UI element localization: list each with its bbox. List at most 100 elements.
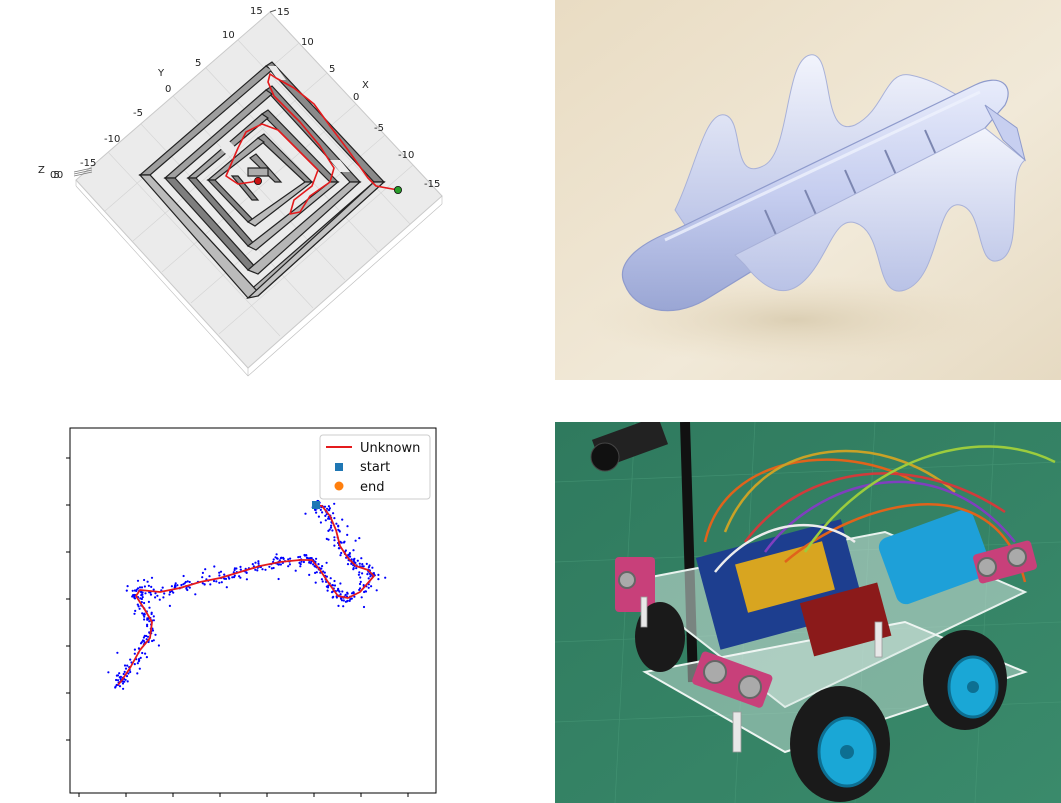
scatter-point (330, 591, 334, 594)
svg-text:-15: -15 (424, 179, 440, 190)
scatter-point (145, 634, 148, 638)
scatter-point (150, 585, 153, 588)
scatter-point (329, 526, 333, 529)
scatter-point (303, 553, 306, 557)
scatter-point (272, 558, 275, 561)
scatter-point (254, 561, 257, 564)
scatter-point (126, 664, 129, 667)
maze-start-marker (393, 185, 402, 194)
scatter-point (299, 555, 302, 558)
scatter-point (139, 656, 142, 659)
scatter-point (143, 613, 146, 616)
scatter-point (264, 568, 267, 571)
scatter-point (245, 571, 248, 574)
scatter-point (361, 572, 364, 575)
scatter-point (326, 507, 329, 510)
scatter-point (323, 505, 327, 508)
scatter-point (135, 589, 138, 593)
scatter-point (352, 568, 355, 571)
scatter-point (367, 586, 370, 589)
scatter-point (141, 612, 144, 615)
scatter-point (143, 618, 146, 621)
scatter-point (363, 590, 366, 594)
scatter-point (129, 670, 132, 674)
scatter-point (201, 582, 204, 585)
scatter-point (272, 566, 275, 570)
scatter-point (304, 512, 307, 515)
scatter-point (145, 656, 148, 659)
scatter-point (305, 554, 308, 557)
scatter-point (257, 560, 260, 563)
scatter-point (361, 563, 364, 566)
scatter-point (323, 571, 326, 574)
scatter-point (325, 561, 328, 564)
scatter-point (148, 606, 151, 609)
svg-text:-10: -10 (398, 150, 414, 161)
scatter-point (138, 667, 141, 670)
scatter-point (367, 566, 370, 569)
scatter-point (180, 583, 183, 587)
scatter-point (218, 571, 221, 574)
y-axis-label: Y (157, 68, 165, 79)
scatter-point (132, 594, 135, 597)
scatter-point (118, 672, 121, 675)
wheel-front-right (923, 630, 1007, 730)
scatter-point (225, 586, 228, 589)
scatter-point (330, 524, 333, 527)
scatter-point (355, 567, 358, 570)
svg-text:15: 15 (250, 6, 263, 17)
scatter-point (172, 591, 175, 594)
svg-text:0: 0 (353, 92, 359, 103)
scatter-point (277, 563, 280, 566)
scatter-point (314, 581, 317, 584)
scatter-point (319, 508, 322, 511)
x-axis-ticks: 15 15 10 10 5 5 0 0 -5 -5 -10 -10 -15 -1… (80, 6, 440, 190)
scatter-point (342, 599, 345, 602)
scatter-point (137, 658, 141, 661)
scatter-point (140, 641, 143, 644)
legend-label-2: end (360, 480, 385, 495)
scatter-point (299, 563, 302, 566)
jumper-wires (703, 445, 1056, 583)
trajectory-chart: Unknown start end (0, 400, 530, 803)
scatter-point (328, 528, 331, 531)
scatter-point (278, 559, 281, 562)
scatter-point (158, 598, 161, 601)
scatter-point (133, 663, 136, 666)
scatter-point (137, 660, 140, 663)
scatter-point (212, 579, 216, 583)
scatter-point (337, 587, 340, 590)
scatter-point (168, 593, 171, 596)
scatter-point (218, 581, 221, 584)
scatter-point (314, 508, 317, 511)
scatter-point (136, 603, 139, 606)
scatter-point (231, 576, 234, 579)
scatter-point (152, 619, 155, 622)
scatter-point (143, 585, 146, 588)
legend-circle-swatch (334, 481, 344, 491)
x-axis-label: X (362, 80, 369, 91)
scatter-point (154, 633, 157, 636)
scatter-point (339, 554, 342, 557)
scatter-point (268, 565, 271, 568)
scatter-point (320, 567, 323, 570)
scatter-point (297, 556, 300, 559)
scatter-point (371, 566, 374, 569)
scatter-point (170, 585, 173, 588)
x-axis-ticks (78, 793, 409, 797)
scatter-point (157, 644, 160, 647)
scatter-point (333, 584, 337, 587)
robot-body (621, 79, 1009, 312)
svg-text:5: 5 (329, 64, 335, 75)
scatter-point (346, 599, 349, 602)
scatter-point (327, 517, 330, 520)
scatter-point (288, 563, 291, 566)
scatter-point (144, 652, 147, 655)
scatter-point (344, 593, 347, 596)
scatter-point (333, 502, 336, 505)
scatter-point (136, 579, 140, 582)
scatter-point (146, 635, 150, 638)
scatter-point (224, 577, 228, 580)
scatter-point (274, 556, 277, 559)
scatter-point (364, 590, 368, 593)
